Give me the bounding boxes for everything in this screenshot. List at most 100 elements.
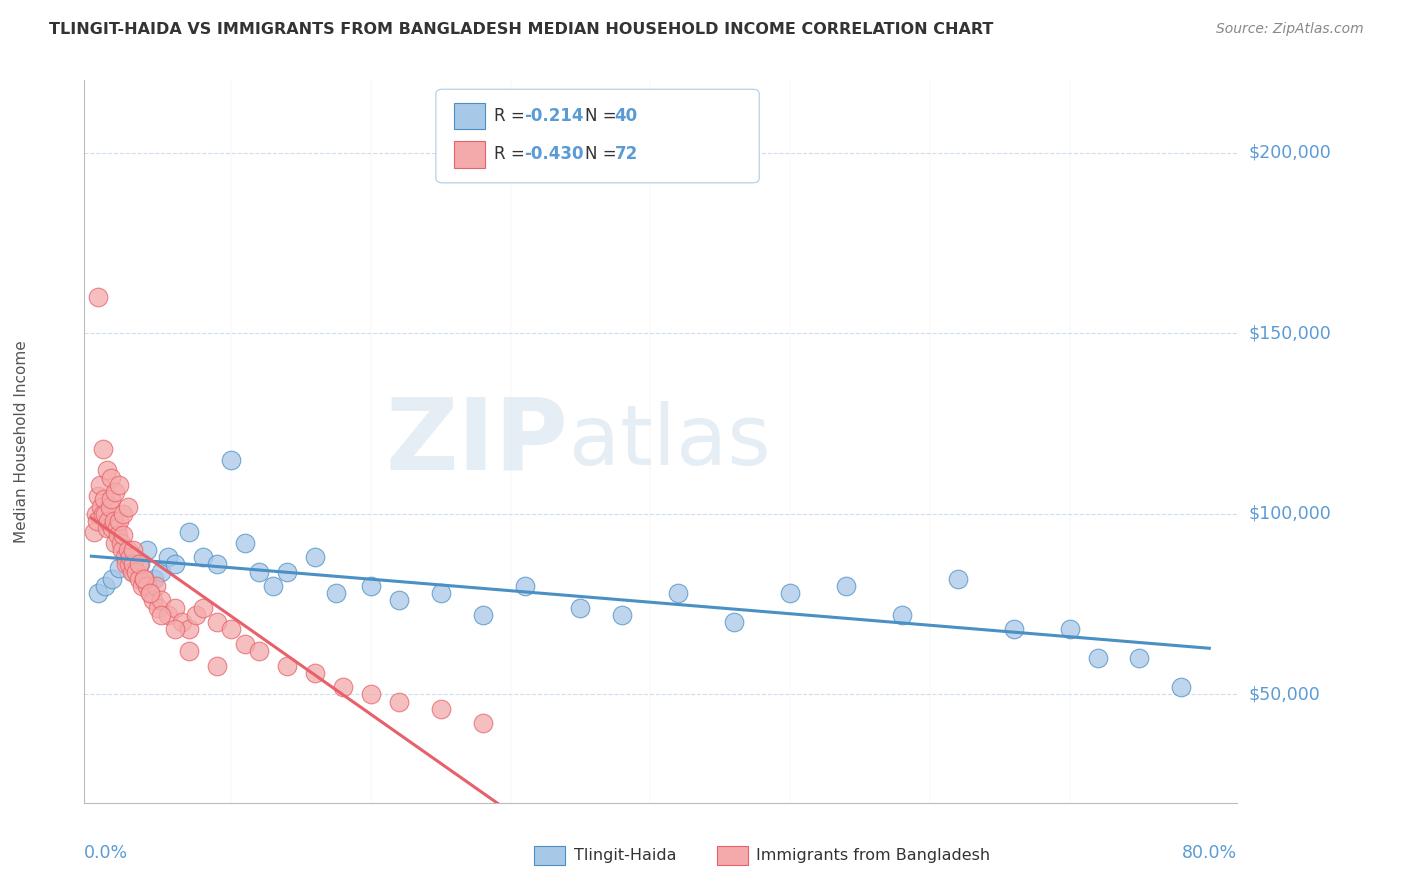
Point bbox=[471, 607, 494, 622]
Point bbox=[247, 644, 270, 658]
Text: 80.0%: 80.0% bbox=[1182, 845, 1237, 863]
Text: $200,000: $200,000 bbox=[1249, 144, 1331, 161]
Point bbox=[104, 485, 127, 500]
Point bbox=[779, 586, 801, 600]
Point bbox=[388, 695, 411, 709]
Text: $50,000: $50,000 bbox=[1249, 685, 1320, 704]
Point bbox=[172, 615, 194, 630]
Point bbox=[1128, 651, 1150, 665]
Point bbox=[388, 593, 411, 607]
Point bbox=[276, 658, 298, 673]
Point bbox=[107, 528, 129, 542]
Point bbox=[97, 514, 120, 528]
Point bbox=[429, 702, 451, 716]
Point bbox=[110, 535, 132, 549]
Point bbox=[139, 586, 162, 600]
Text: 40: 40 bbox=[614, 107, 637, 125]
Point bbox=[429, 586, 451, 600]
Point bbox=[91, 507, 114, 521]
Point bbox=[666, 586, 689, 600]
Point bbox=[136, 542, 159, 557]
Point bbox=[87, 586, 110, 600]
Point bbox=[87, 290, 110, 304]
Point bbox=[104, 535, 127, 549]
Point bbox=[134, 572, 156, 586]
Point bbox=[179, 524, 201, 539]
Text: Source: ZipAtlas.com: Source: ZipAtlas.com bbox=[1216, 22, 1364, 37]
Point bbox=[96, 463, 118, 477]
Point bbox=[513, 579, 536, 593]
Text: R =: R = bbox=[494, 107, 530, 125]
Point bbox=[101, 572, 124, 586]
Point bbox=[1002, 623, 1025, 637]
Point bbox=[108, 561, 131, 575]
Point bbox=[112, 507, 135, 521]
Point bbox=[103, 514, 125, 528]
Point bbox=[134, 572, 156, 586]
Text: atlas: atlas bbox=[568, 401, 770, 482]
Point bbox=[276, 565, 298, 579]
Point bbox=[117, 542, 139, 557]
Text: R =: R = bbox=[494, 145, 530, 163]
Text: Immigrants from Bangladesh: Immigrants from Bangladesh bbox=[756, 848, 991, 863]
Point bbox=[1059, 623, 1081, 637]
Point bbox=[304, 550, 326, 565]
Point bbox=[723, 615, 745, 630]
Point bbox=[332, 680, 354, 694]
Text: $150,000: $150,000 bbox=[1249, 324, 1331, 343]
Point bbox=[91, 442, 114, 456]
Point bbox=[148, 600, 170, 615]
Text: N =: N = bbox=[585, 107, 621, 125]
Point bbox=[108, 514, 131, 528]
Point bbox=[105, 521, 128, 535]
Point bbox=[131, 579, 153, 593]
Point bbox=[84, 507, 107, 521]
Point bbox=[205, 615, 228, 630]
Point bbox=[1087, 651, 1109, 665]
Point bbox=[157, 607, 180, 622]
Point bbox=[114, 550, 136, 565]
Point bbox=[360, 687, 382, 701]
Point bbox=[471, 716, 494, 731]
Text: 72: 72 bbox=[614, 145, 638, 163]
Point bbox=[262, 579, 284, 593]
Point bbox=[121, 565, 143, 579]
Point bbox=[115, 550, 138, 565]
Point bbox=[145, 579, 167, 593]
Text: $100,000: $100,000 bbox=[1249, 505, 1331, 523]
Point bbox=[120, 550, 142, 565]
Point bbox=[94, 579, 117, 593]
Point bbox=[150, 593, 173, 607]
Point bbox=[219, 452, 242, 467]
Point bbox=[143, 572, 166, 586]
Text: Tlingit-Haida: Tlingit-Haida bbox=[574, 848, 676, 863]
Point bbox=[117, 500, 139, 514]
Point bbox=[165, 600, 187, 615]
Point bbox=[86, 514, 108, 528]
Point bbox=[128, 558, 150, 572]
Point bbox=[128, 572, 150, 586]
Point bbox=[186, 607, 208, 622]
Point bbox=[112, 528, 135, 542]
Point bbox=[118, 558, 141, 572]
Point bbox=[136, 579, 159, 593]
Point bbox=[83, 524, 105, 539]
Point bbox=[142, 593, 165, 607]
Point bbox=[304, 665, 326, 680]
Point bbox=[179, 644, 201, 658]
Point bbox=[233, 535, 256, 549]
Point bbox=[96, 521, 118, 535]
Point bbox=[612, 607, 634, 622]
Point bbox=[946, 572, 969, 586]
Point bbox=[219, 623, 242, 637]
Text: Median Household Income: Median Household Income bbox=[14, 340, 30, 543]
Point bbox=[205, 658, 228, 673]
Point bbox=[101, 521, 124, 535]
Point bbox=[98, 500, 121, 514]
Point bbox=[247, 565, 270, 579]
Point bbox=[100, 470, 122, 484]
Point bbox=[94, 507, 117, 521]
Point bbox=[125, 565, 148, 579]
Point bbox=[100, 492, 122, 507]
Point bbox=[165, 558, 187, 572]
